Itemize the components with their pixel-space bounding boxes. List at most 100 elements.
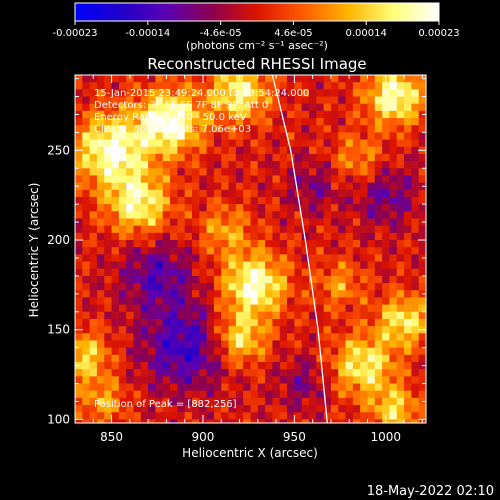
heatmap-cell	[382, 110, 391, 119]
heatmap-cell	[206, 225, 215, 234]
heatmap-cell	[396, 139, 405, 148]
heatmap-cell	[382, 168, 391, 177]
heatmap-cell	[184, 304, 193, 313]
heatmap-cell	[89, 326, 98, 334]
heatmap-cell	[199, 153, 208, 162]
heatmap-cell	[82, 132, 91, 141]
heatmap-cell	[184, 175, 193, 184]
heatmap-cell	[148, 182, 157, 191]
heatmap-cell	[133, 376, 142, 385]
heatmap-cell	[235, 240, 244, 248]
heatmap-cell	[155, 283, 164, 291]
heatmap-cell	[309, 340, 317, 349]
heatmap-cell	[294, 347, 303, 356]
heatmap-cell	[118, 75, 127, 83]
heatmap-cell	[265, 82, 274, 90]
heatmap-cell	[133, 297, 142, 306]
heatmap-cell	[374, 225, 383, 234]
heatmap-cell	[89, 283, 98, 291]
heatmap-cell	[155, 405, 164, 413]
heatmap-cell	[243, 304, 252, 313]
heatmap-cell	[309, 103, 317, 112]
heatmap-cell	[148, 175, 157, 184]
heatmap-cell	[192, 204, 200, 212]
heatmap-cell	[155, 304, 164, 313]
heatmap-cell	[162, 196, 171, 205]
heatmap-cell	[228, 397, 237, 406]
heatmap-cell	[257, 125, 266, 134]
heatmap-cell	[411, 397, 420, 406]
heatmap-cell	[170, 268, 178, 277]
heatmap-cell	[272, 161, 281, 169]
heatmap-cell	[287, 89, 295, 98]
heatmap-cell	[287, 232, 295, 241]
heatmap-cell	[148, 333, 157, 342]
heatmap-cell	[243, 75, 252, 83]
heatmap-cell	[235, 297, 244, 306]
heatmap-cell	[170, 311, 178, 320]
heatmap-cell	[367, 175, 376, 184]
heatmap-cell	[404, 146, 412, 155]
heatmap-cell	[367, 340, 376, 349]
heatmap-cell	[206, 161, 215, 169]
heatmap-cell	[148, 110, 157, 119]
heatmap-cells	[75, 75, 427, 424]
heatmap-cell	[82, 175, 91, 184]
heatmap-cell	[111, 326, 120, 334]
heatmap-cell	[162, 290, 171, 299]
heatmap-cell	[345, 390, 354, 399]
heatmap-cell	[96, 89, 105, 98]
heatmap-cell	[294, 82, 303, 90]
heatmap-cell	[118, 146, 127, 155]
heatmap-cell	[89, 304, 98, 313]
heatmap-cell	[111, 218, 120, 227]
heatmap-cell	[82, 419, 91, 424]
heatmap-cell	[199, 254, 208, 263]
heatmap-cell	[265, 405, 274, 413]
heatmap-cell	[133, 82, 142, 90]
heatmap-cell	[126, 304, 135, 313]
heatmap-cell	[243, 247, 252, 255]
heatmap-cell	[75, 369, 83, 377]
heatmap-cell	[206, 182, 215, 191]
heatmap-cell	[301, 397, 310, 406]
heatmap-cell	[309, 347, 317, 356]
heatmap-cell	[279, 304, 288, 313]
heatmap-cell	[301, 211, 310, 220]
heatmap-cell	[360, 225, 369, 234]
heatmap-cell	[382, 189, 391, 198]
heatmap-cell	[148, 362, 157, 370]
heatmap-cell	[345, 196, 354, 205]
heatmap-cell	[75, 297, 83, 306]
heatmap-cell	[192, 304, 200, 313]
heatmap-cell	[243, 182, 252, 191]
heatmap-cell	[96, 196, 105, 205]
heatmap-cell	[279, 405, 288, 413]
heatmap-cell	[323, 304, 332, 313]
heatmap-cell	[243, 161, 252, 169]
heatmap-cell	[162, 347, 171, 356]
heatmap-cell	[206, 247, 215, 255]
heatmap-cell	[396, 225, 405, 234]
heatmap-cell	[206, 419, 215, 424]
heatmap-cell	[338, 232, 347, 241]
heatmap-cell	[330, 405, 339, 413]
heatmap-cell	[279, 311, 288, 320]
heatmap-cell	[330, 326, 339, 334]
heatmap-cell	[389, 146, 398, 155]
heatmap-cell	[316, 182, 325, 191]
heatmap-cell	[228, 275, 237, 284]
heatmap-cell	[367, 82, 376, 90]
heatmap-cell	[404, 132, 412, 141]
heatmap-cell	[104, 153, 113, 162]
heatmap-cell	[396, 405, 405, 413]
heatmap-cell	[360, 196, 369, 205]
heatmap-cell	[228, 347, 237, 356]
heatmap-cell	[250, 275, 259, 284]
heatmap-cell	[382, 89, 391, 98]
heatmap-cell	[360, 405, 369, 413]
heatmap-cell	[360, 103, 369, 112]
heatmap-cell	[243, 376, 252, 385]
heatmap-cell	[316, 275, 325, 284]
heatmap-cell	[316, 318, 325, 327]
